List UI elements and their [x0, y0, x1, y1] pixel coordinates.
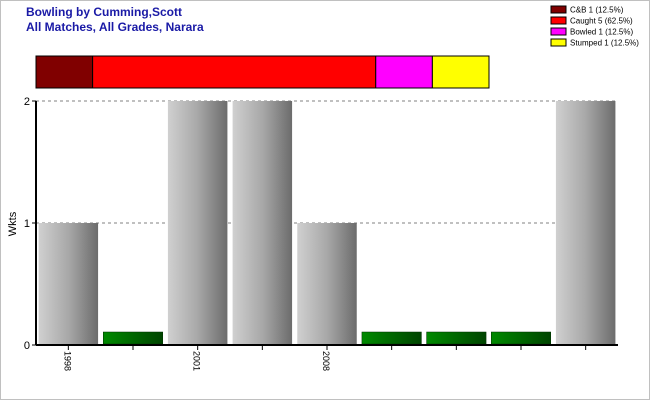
legend-label: Caught 5 (62.5%) [570, 17, 633, 26]
bar [232, 101, 293, 345]
segment [431, 55, 490, 89]
legend-label: Stumped 1 (12.5%) [570, 39, 639, 48]
y-axis-label: Wkts [7, 211, 19, 236]
legend-label: C&B 1 (12.5%) [570, 6, 624, 15]
bar [361, 331, 422, 345]
y-tick-label: 1 [24, 218, 30, 230]
bar [555, 101, 616, 345]
bar [491, 331, 551, 345]
bar [297, 223, 357, 345]
x-tick-label: 2008 [321, 351, 331, 371]
bar [38, 223, 99, 345]
bar [426, 331, 487, 345]
segment [92, 55, 377, 89]
segment [35, 55, 94, 89]
legend-swatch [550, 27, 567, 36]
segment [375, 55, 433, 89]
chart-subtitle: All Matches, All Grades, Narara [26, 20, 204, 34]
bar [103, 331, 163, 345]
legend-swatch [550, 38, 567, 47]
x-tick-label: 1998 [62, 351, 72, 371]
bar [167, 101, 228, 345]
legend-swatch [550, 5, 567, 14]
legend-swatch [550, 16, 567, 25]
x-tick-label: 2001 [192, 351, 202, 371]
chart-title: Bowling by Cumming,Scott [26, 5, 182, 19]
y-tick-label: 2 [24, 96, 30, 108]
y-tick-label: 0 [24, 340, 30, 352]
legend-label: Bowled 1 (12.5%) [570, 28, 633, 37]
